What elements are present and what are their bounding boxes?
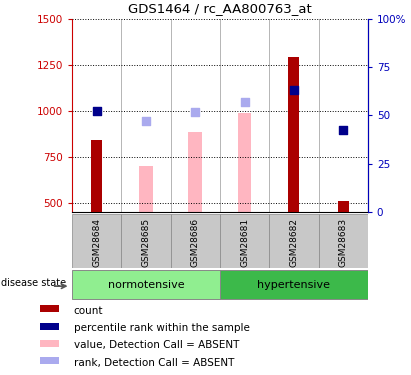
Bar xyxy=(72,214,121,268)
Bar xyxy=(72,270,220,299)
Bar xyxy=(139,166,153,212)
Bar xyxy=(238,112,252,212)
Text: disease state: disease state xyxy=(2,278,67,288)
Text: normotensive: normotensive xyxy=(108,280,184,290)
Bar xyxy=(121,214,171,268)
Bar xyxy=(188,132,202,212)
Point xyxy=(291,87,297,93)
Bar xyxy=(40,357,59,364)
Point xyxy=(143,118,149,124)
Point xyxy=(192,109,199,115)
Bar xyxy=(289,57,299,212)
Bar xyxy=(220,214,269,268)
Point xyxy=(241,99,248,105)
Bar xyxy=(220,270,368,299)
Text: count: count xyxy=(74,306,103,315)
Bar xyxy=(40,340,59,347)
Point xyxy=(340,127,346,133)
Text: GSM28686: GSM28686 xyxy=(191,218,200,267)
Bar xyxy=(171,214,220,268)
Bar xyxy=(319,214,368,268)
Text: GSM28685: GSM28685 xyxy=(141,218,150,267)
Text: GSM28682: GSM28682 xyxy=(289,218,298,267)
Text: GSM28683: GSM28683 xyxy=(339,218,348,267)
Text: value, Detection Call = ABSENT: value, Detection Call = ABSENT xyxy=(74,340,239,350)
Point xyxy=(93,108,100,114)
Bar xyxy=(91,140,102,212)
Bar xyxy=(40,323,59,330)
Text: GSM28684: GSM28684 xyxy=(92,218,101,267)
Title: GDS1464 / rc_AA800763_at: GDS1464 / rc_AA800763_at xyxy=(128,2,312,15)
Text: percentile rank within the sample: percentile rank within the sample xyxy=(74,323,249,333)
Text: rank, Detection Call = ABSENT: rank, Detection Call = ABSENT xyxy=(74,358,234,368)
Text: GSM28681: GSM28681 xyxy=(240,218,249,267)
Text: hypertensive: hypertensive xyxy=(257,280,330,290)
Bar xyxy=(338,201,349,212)
Bar xyxy=(40,305,59,312)
Bar xyxy=(269,214,319,268)
